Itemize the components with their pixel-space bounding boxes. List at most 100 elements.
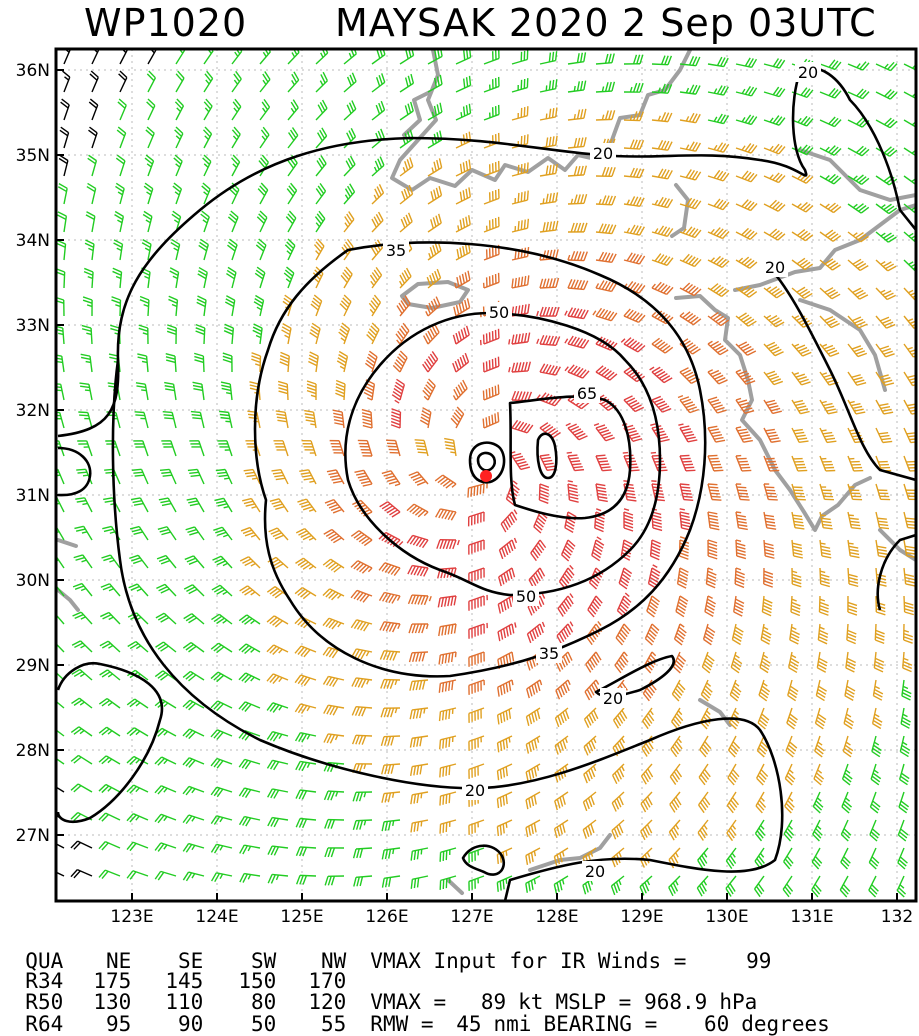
wind-barb [624, 168, 644, 178]
wind-barb [83, 297, 92, 316]
wind-barb [371, 240, 382, 260]
wind-barb [708, 57, 728, 66]
wind-barb [453, 380, 467, 400]
wind-barb [71, 870, 92, 878]
wind-barb [483, 412, 499, 428]
wind-barb [497, 820, 512, 836]
wind-barb [437, 540, 459, 549]
wind-barb [224, 324, 233, 344]
wind-barb [203, 127, 211, 148]
wind-barb [556, 680, 570, 699]
wind-barb [876, 428, 892, 442]
lon-label: 130E [705, 907, 748, 927]
wind-barb [168, 296, 177, 316]
wind-barb [194, 353, 204, 372]
wind-barb [641, 792, 652, 812]
wind-barb [133, 441, 148, 456]
wind-barb [100, 641, 120, 652]
contour-label-20-a: 20 [798, 63, 818, 82]
wind-barb [267, 703, 288, 713]
wind-barb [411, 876, 428, 889]
wind-barb [876, 204, 897, 214]
wind-barb [680, 113, 700, 122]
wind-barb [726, 848, 736, 869]
wind-barb [901, 708, 910, 728]
contour-label-20-f: 20 [585, 862, 605, 881]
coastline-honshu-west [800, 150, 916, 200]
wind-barb [680, 484, 693, 500]
wind-barb [652, 140, 672, 150]
wind-barb [904, 568, 915, 586]
wind-barb [183, 872, 204, 881]
wind-barb [484, 217, 499, 232]
wind-barb [585, 680, 599, 700]
wind-barb [211, 701, 232, 711]
wind-barb [191, 412, 204, 428]
wind-barb [498, 736, 512, 752]
wind-barb [624, 140, 644, 149]
wind-barb [469, 512, 484, 526]
wind-barb [295, 704, 316, 714]
wind-barb [846, 652, 856, 672]
wind-barb [708, 397, 726, 413]
wind-barb [267, 616, 288, 627]
lon-label: 129E [620, 907, 663, 927]
wind-barb [129, 584, 148, 596]
wind-barb [232, 99, 241, 120]
wind-barb [240, 557, 260, 568]
wind-barb [708, 284, 729, 297]
wind-barb [558, 593, 573, 616]
wind-barb [812, 876, 821, 897]
wind-barb [268, 874, 288, 883]
wind-barb [526, 792, 540, 809]
wind-barb [72, 670, 92, 680]
wind-barb [428, 242, 441, 260]
wind-barb [484, 105, 499, 120]
wind-barb [652, 254, 673, 266]
wind-barb [540, 192, 558, 204]
wind-barb [43, 869, 64, 877]
wind-barb [100, 612, 120, 624]
wind-barb [678, 424, 697, 442]
wind-barb [143, 211, 152, 232]
wind-barb [159, 498, 176, 512]
wind-barb [257, 211, 267, 232]
wind-barb [164, 383, 176, 400]
wind-barb [764, 512, 776, 529]
lat-label: 36N [16, 61, 50, 81]
wind-barb [59, 155, 68, 176]
wind-barb [325, 848, 344, 857]
contour-label-20-c: 20 [765, 258, 785, 277]
wind-barb [900, 764, 910, 785]
wind-barb [115, 183, 124, 204]
wind-barb [898, 820, 908, 841]
wind-barb [869, 848, 879, 869]
wind-barb [99, 813, 120, 821]
wind-barb [267, 645, 288, 655]
wind-barb [101, 584, 120, 596]
wind-barb [453, 326, 469, 344]
wind-barb [197, 296, 206, 316]
wind-barb [848, 146, 869, 156]
storm-center-marker [480, 470, 492, 482]
wind-barb [841, 848, 851, 869]
wind-barb [85, 240, 94, 260]
wind-barb [258, 183, 268, 204]
wind-barb [567, 452, 584, 470]
wind-barb [127, 814, 148, 822]
wind-barb [175, 127, 183, 148]
wind-barb [372, 212, 383, 232]
wind-barb [72, 641, 92, 652]
wind-barb [456, 243, 470, 260]
wind-barb [736, 456, 751, 471]
wind-barb [645, 624, 659, 645]
wind-barb [155, 814, 176, 822]
wind-barb [297, 875, 316, 884]
wind-barb [400, 213, 412, 232]
wind-barb [247, 411, 260, 428]
wind-barb [848, 62, 869, 70]
wind-barb [163, 412, 176, 428]
wind-barb [160, 469, 176, 484]
wind-barb [588, 596, 602, 617]
wind-barb [672, 680, 685, 701]
